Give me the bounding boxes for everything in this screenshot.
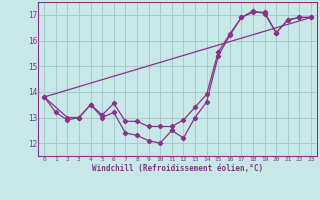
X-axis label: Windchill (Refroidissement éolien,°C): Windchill (Refroidissement éolien,°C) <box>92 164 263 173</box>
